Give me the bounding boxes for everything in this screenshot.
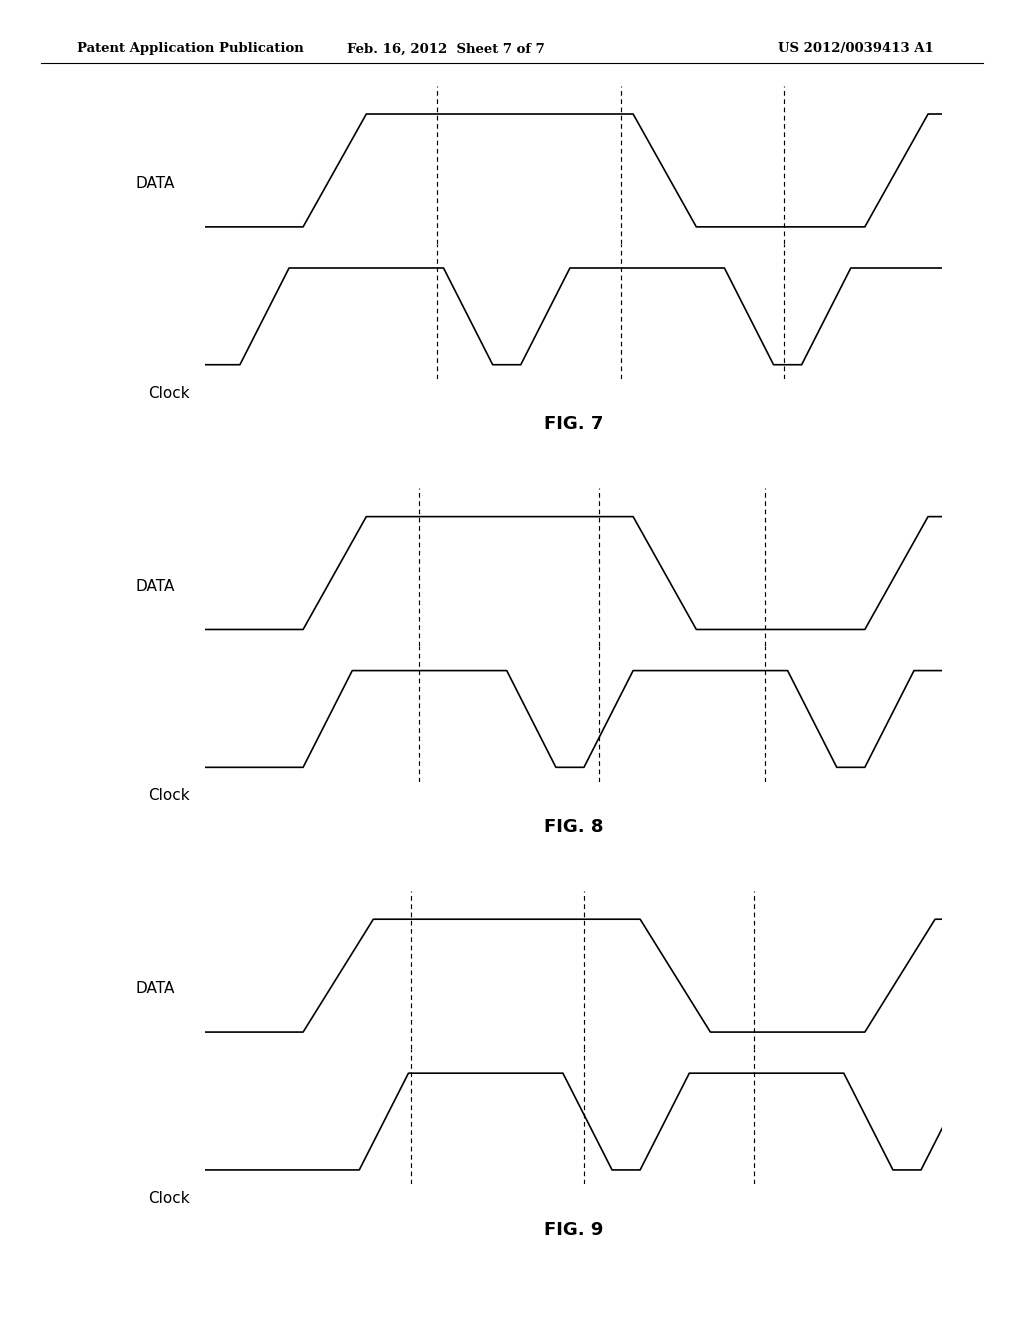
Text: DATA: DATA: [136, 177, 175, 191]
Text: Clock: Clock: [147, 1191, 189, 1206]
Text: Feb. 16, 2012  Sheet 7 of 7: Feb. 16, 2012 Sheet 7 of 7: [346, 42, 545, 55]
Text: DATA: DATA: [136, 579, 175, 594]
Text: US 2012/0039413 A1: US 2012/0039413 A1: [778, 42, 934, 55]
Text: FIG. 7: FIG. 7: [544, 416, 603, 433]
Text: DATA: DATA: [136, 982, 175, 997]
Text: FIG. 8: FIG. 8: [544, 818, 603, 836]
Text: Clock: Clock: [147, 788, 189, 804]
Text: Patent Application Publication: Patent Application Publication: [77, 42, 303, 55]
Text: Clock: Clock: [147, 385, 189, 401]
Text: FIG. 9: FIG. 9: [544, 1221, 603, 1238]
